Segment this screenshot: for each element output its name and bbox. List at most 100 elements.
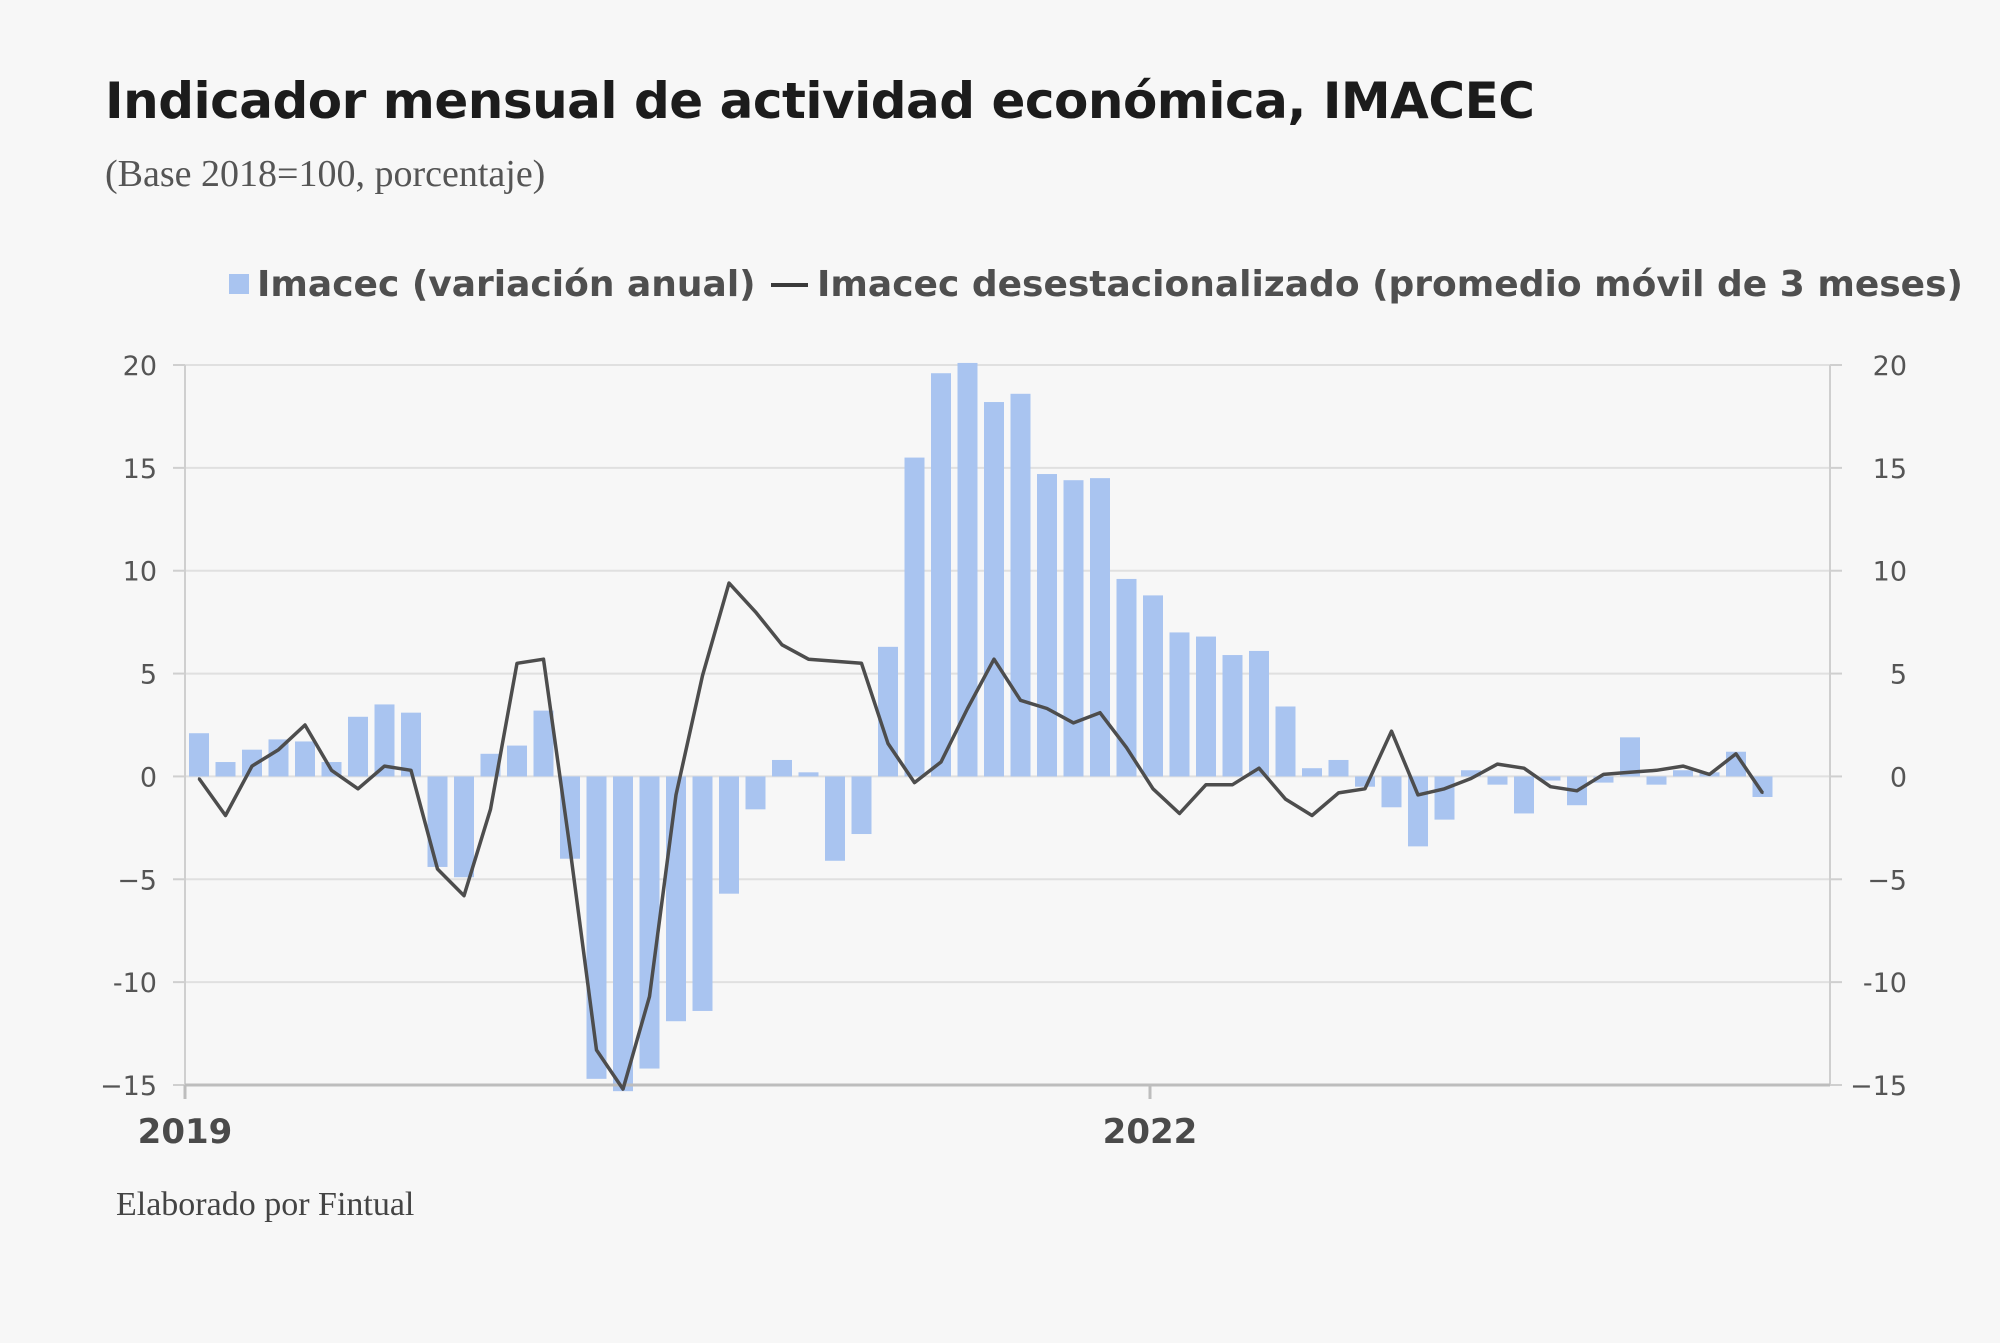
line-point-2022-07 (1310, 814, 1314, 817)
line-point-2022-05 (1257, 767, 1261, 770)
line-point-2020-08 (701, 674, 704, 677)
line-point-2019-04 (277, 748, 280, 751)
line-point-2019-09 (409, 769, 413, 772)
y-tick-label-left: 15 (123, 454, 157, 485)
bar-2023-09 (1673, 770, 1693, 777)
y-tick-label-left: −15 (100, 1071, 157, 1102)
bar-2021-03 (878, 646, 898, 777)
bar-2019-02 (215, 762, 236, 777)
bar-2023-02 (1487, 776, 1508, 785)
bar-series (189, 362, 1773, 1092)
bar-2021-05 (931, 373, 951, 777)
bar-2021-07 (984, 402, 1004, 777)
line-point-2021-05 (939, 760, 943, 764)
chart-subtitle: (Base 2018=100, porcentaje) (105, 153, 546, 195)
axes (173, 364, 1842, 1099)
bar-2020-06 (639, 776, 660, 1069)
line-point-2023-03 (1522, 767, 1526, 770)
bar-2022-12 (1434, 776, 1455, 820)
bar-2019-03 (242, 749, 262, 777)
line-point-2019-07 (356, 787, 360, 790)
line-point-2023-07 (1628, 771, 1632, 774)
legend: Imacec (variación anual) Imacec desestac… (229, 264, 1963, 305)
bar-2020-01 (507, 745, 527, 777)
y-tick-label-right: 0 (1890, 762, 1907, 793)
y-tick-label-left: 0 (140, 762, 157, 793)
bar-2021-10 (1063, 480, 1084, 777)
bar-2022-02 (1169, 632, 1190, 777)
grid-lines (185, 364, 1830, 1086)
line-point-2021-06 (966, 707, 969, 710)
bar-2019-01 (189, 733, 209, 777)
line-point-2023-05 (1575, 789, 1579, 793)
bar-2019-04 (268, 739, 289, 777)
bar-2022-03 (1196, 636, 1216, 777)
bar-2023-04 (1540, 776, 1561, 781)
line-point-2022-03 (1204, 783, 1208, 786)
bar-2020-04 (586, 776, 607, 1079)
bar-2022-09 (1355, 776, 1375, 787)
bar-2022-04 (1222, 655, 1243, 777)
line-point-2022-08 (1337, 791, 1340, 795)
bar-2023-12 (1752, 776, 1773, 797)
y-tick-label-left: -10 (113, 968, 157, 999)
tick-labels: 20 20 15 15 10 10 5 5 0 0 −5 −5 -10 -10 −15 −15 2019 2022 (100, 351, 1907, 1152)
line-point-2020-01 (515, 662, 519, 665)
bar-2019-12 (480, 753, 501, 777)
bar-2023-07 (1620, 737, 1640, 777)
line-point-2023-09 (1681, 764, 1685, 768)
line-point-2019-06 (330, 769, 333, 772)
bar-2022-01 (1143, 595, 1163, 777)
bar-2023-01 (1461, 770, 1481, 777)
line-point-2023-10 (1708, 773, 1711, 776)
bar-2021-01 (825, 776, 845, 861)
line-point-2023-11 (1734, 752, 1738, 755)
y-tick-label-right: 5 (1890, 660, 1907, 691)
bar-2020-12 (798, 772, 819, 777)
bar-2019-07 (348, 716, 368, 777)
line-point-2021-11 (1098, 711, 1102, 714)
line-point-2022-06 (1284, 797, 1287, 801)
line-point-2023-02 (1496, 762, 1499, 766)
bar-2019-08 (374, 704, 395, 777)
line-point-2021-01 (833, 660, 837, 663)
line-point-2020-04 (595, 1048, 598, 1052)
line-point-2021-07 (992, 657, 996, 661)
bar-2023-03 (1514, 776, 1534, 814)
bar-2021-08 (1010, 393, 1031, 777)
bar-2021-02 (851, 776, 872, 835)
line-point-2020-10 (754, 610, 757, 614)
legend-bar-swatch (229, 274, 249, 294)
bar-2019-10 (427, 776, 448, 867)
bar-2019-11 (454, 776, 474, 878)
line-point-2021-09 (1045, 707, 1049, 710)
line-point-2020-03 (568, 847, 572, 850)
line-point-2022-12 (1443, 787, 1446, 790)
line-point-2022-01 (1151, 787, 1155, 790)
y-tick-label-left: −5 (117, 865, 157, 896)
source-note: Elaborado por Fintual (116, 1186, 415, 1223)
line-point-2022-02 (1178, 812, 1181, 815)
bar-2019-09 (401, 712, 421, 777)
line-point-2022-10 (1390, 729, 1393, 733)
y-tick-label-right: −5 (1867, 865, 1907, 896)
bar-2022-06 (1275, 706, 1296, 777)
bar-2022-10 (1381, 776, 1402, 808)
bar-2020-03 (560, 776, 580, 859)
bar-2022-11 (1408, 776, 1428, 847)
line-point-2019-05 (303, 723, 307, 727)
bar-2020-07 (666, 776, 686, 1022)
line-point-2019-03 (250, 764, 254, 768)
line-point-2020-09 (727, 581, 731, 585)
line-point-2020-11 (780, 643, 784, 646)
bar-2020-05 (613, 776, 633, 1092)
bar-2020-09 (719, 776, 739, 894)
line-point-2020-07 (674, 793, 678, 797)
line-point-2021-12 (1125, 746, 1128, 749)
line-point-2019-11 (462, 894, 466, 897)
y-tick-label-left: 20 (123, 351, 157, 382)
bar-2021-11 (1090, 478, 1110, 777)
line-point-2023-04 (1549, 785, 1552, 788)
